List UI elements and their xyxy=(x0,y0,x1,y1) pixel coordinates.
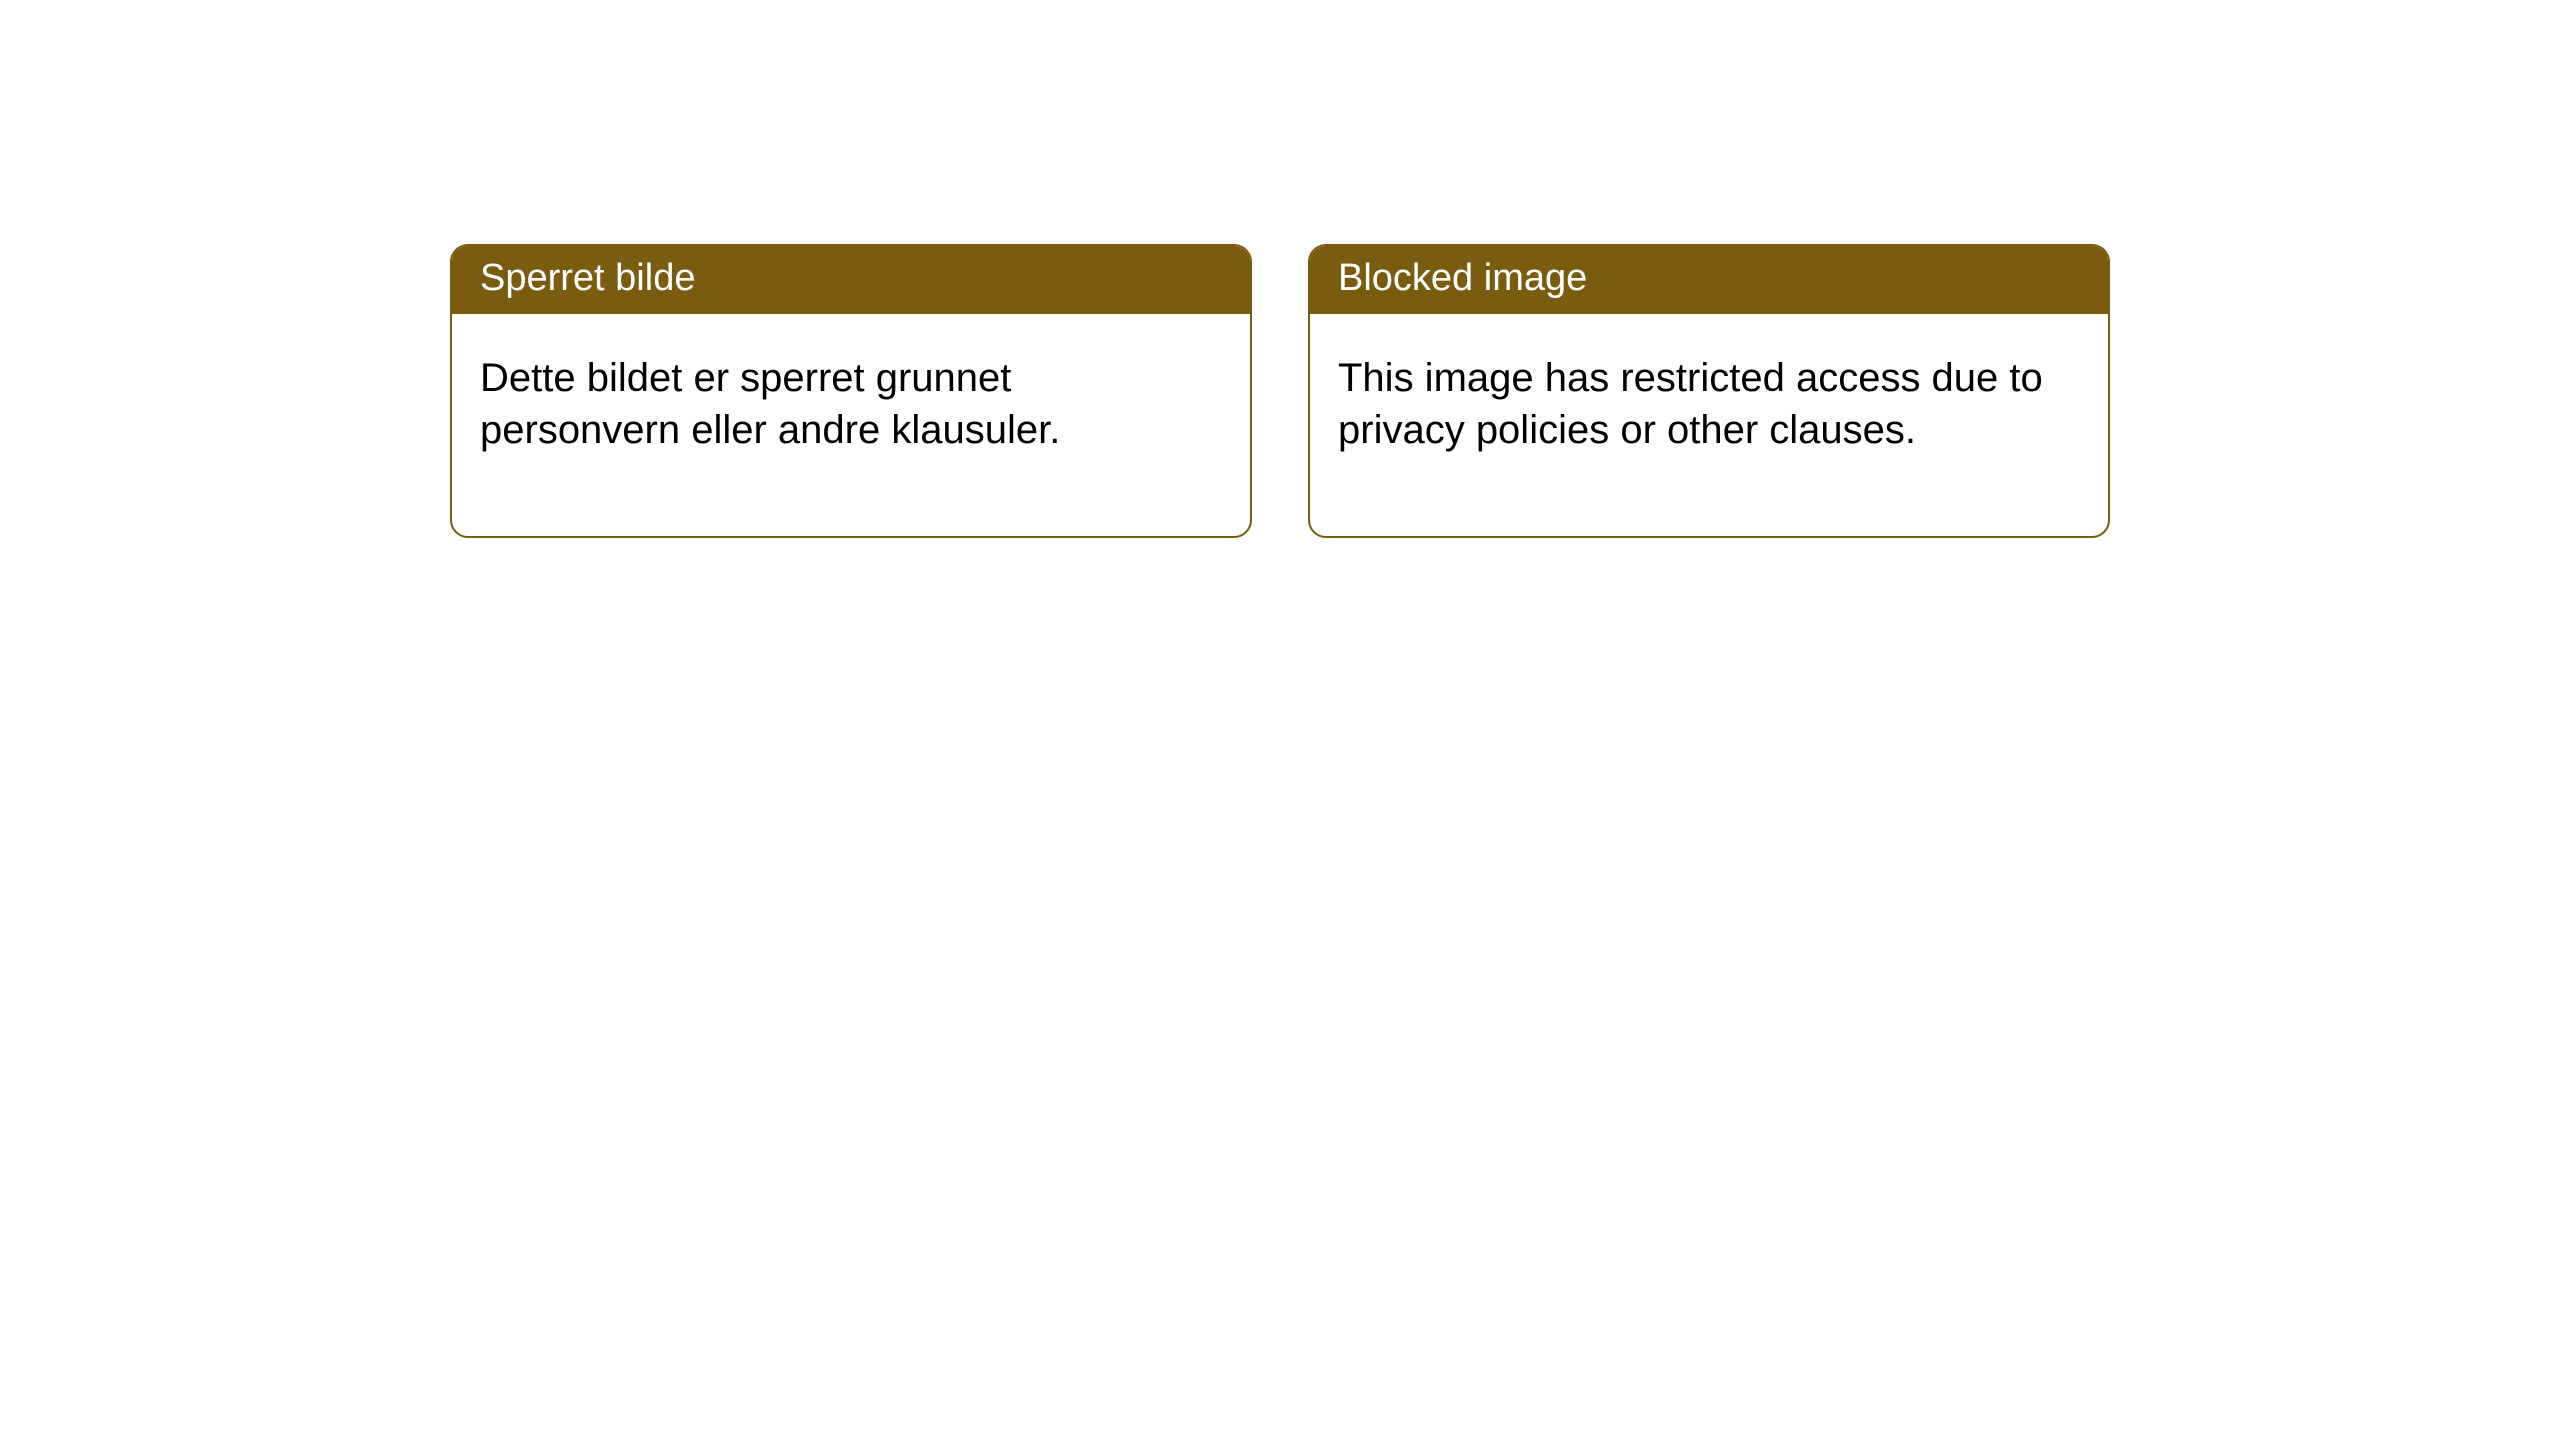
card-body-no: Dette bildet er sperret grunnet personve… xyxy=(452,314,1250,536)
blocked-image-card-no: Sperret bilde Dette bildet er sperret gr… xyxy=(450,244,1252,538)
card-body-en: This image has restricted access due to … xyxy=(1310,314,2108,536)
blocked-image-card-en: Blocked image This image has restricted … xyxy=(1308,244,2110,538)
card-header-en: Blocked image xyxy=(1310,246,2108,314)
card-header-no: Sperret bilde xyxy=(452,246,1250,314)
notice-container: Sperret bilde Dette bildet er sperret gr… xyxy=(0,0,2560,538)
